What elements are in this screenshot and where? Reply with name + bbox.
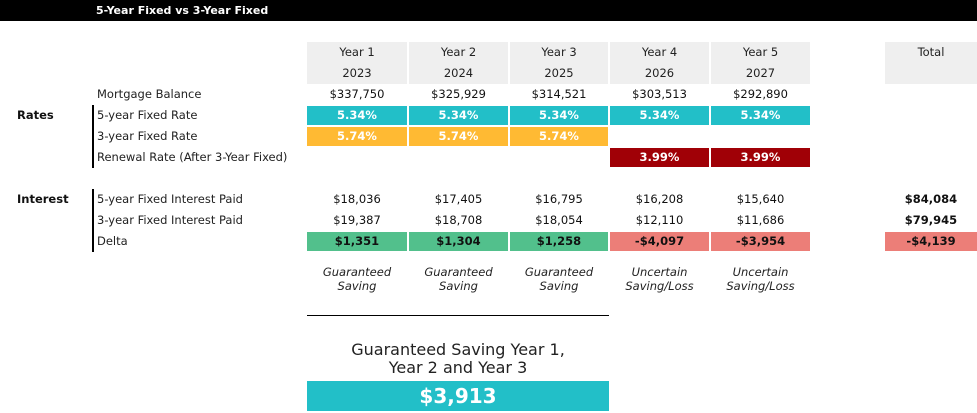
summary-value: $3,913 bbox=[307, 381, 609, 411]
row-label-delta: Delta bbox=[97, 234, 128, 248]
note-line: Saving/Loss bbox=[625, 279, 694, 293]
5yr-rate-cell: 5.34% bbox=[711, 106, 810, 125]
5yr-interest-cell: $16,795 bbox=[535, 192, 583, 206]
note-year-2: Guaranteed Saving bbox=[409, 265, 508, 293]
3yr-rate-cell: 5.74% bbox=[510, 127, 608, 146]
5yr-rate-cell: 5.34% bbox=[510, 106, 608, 125]
header-year-label-3: Year 3 bbox=[510, 42, 608, 63]
3yr-interest-cell: $11,686 bbox=[736, 213, 785, 227]
header-year-label-4: Year 4 bbox=[610, 42, 709, 63]
rates-bracket bbox=[92, 105, 94, 168]
interest-bracket bbox=[92, 189, 94, 252]
note-year-5: Uncertain Saving/Loss bbox=[711, 265, 810, 293]
note-year-3: Guaranteed Saving bbox=[510, 265, 608, 293]
5yr-rate-cell: 5.34% bbox=[307, 106, 407, 125]
title-bar bbox=[0, 0, 977, 21]
5yr-interest-cell: $17,405 bbox=[434, 192, 483, 206]
5yr-interest-cell: $18,036 bbox=[333, 192, 381, 206]
summary-line-2: Year 2 and Year 3 bbox=[388, 358, 528, 377]
3yr-interest-cell: $18,054 bbox=[535, 213, 583, 227]
delta-total: -$4,139 bbox=[885, 232, 977, 251]
3yr-rate-cell: 5.74% bbox=[307, 127, 407, 146]
5yr-interest-cell: $15,640 bbox=[736, 192, 785, 206]
3yr-interest-cell: $19,387 bbox=[333, 213, 381, 227]
row-label-3yr-rate: 3-year Fixed Rate bbox=[97, 129, 198, 143]
header-year-2: 2024 bbox=[409, 63, 508, 84]
group-rates: Rates bbox=[17, 108, 54, 122]
header-year-label-2: Year 2 bbox=[409, 42, 508, 63]
delta-cell: -$3,954 bbox=[711, 232, 810, 251]
row-label-5yr-interest: 5-year Fixed Interest Paid bbox=[97, 192, 243, 206]
mortgage-balance-cell: $303,513 bbox=[632, 87, 687, 101]
delta-cell: $1,258 bbox=[510, 232, 608, 251]
header-year-4: 2026 bbox=[610, 63, 709, 84]
renewal-rate-cell: 3.99% bbox=[711, 148, 810, 167]
3yr-interest-cell: $12,110 bbox=[635, 213, 684, 227]
note-line: Saving/Loss bbox=[726, 279, 795, 293]
summary-divider bbox=[307, 315, 609, 316]
row-label-renewal-rate: Renewal Rate (After 3-Year Fixed) bbox=[97, 150, 288, 164]
note-line: Uncertain bbox=[732, 265, 789, 279]
header-year-label-1: Year 1 bbox=[307, 42, 407, 63]
note-line: Saving bbox=[539, 279, 579, 293]
header-year-1: 2023 bbox=[307, 63, 407, 84]
5yr-rate-cell: 5.34% bbox=[409, 106, 508, 125]
delta-cell: $1,304 bbox=[409, 232, 508, 251]
note-year-4: Uncertain Saving/Loss bbox=[610, 265, 709, 293]
header-total-blank bbox=[885, 63, 977, 84]
note-line: Guaranteed bbox=[322, 265, 392, 279]
row-label-5yr-rate: 5-year Fixed Rate bbox=[97, 108, 198, 122]
mortgage-balance-cell: $314,521 bbox=[531, 87, 587, 101]
note-line: Saving bbox=[337, 279, 377, 293]
mortgage-balance-cell: $292,890 bbox=[733, 87, 788, 101]
header-year-3: 2025 bbox=[510, 63, 608, 84]
header-year-label-5: Year 5 bbox=[711, 42, 810, 63]
note-line: Guaranteed bbox=[524, 265, 594, 279]
delta-cell: $1,351 bbox=[307, 232, 407, 251]
mortgage-balance-cell: $337,750 bbox=[329, 87, 385, 101]
note-line: Saving bbox=[439, 279, 478, 293]
summary-line-1: Guaranteed Saving Year 1, bbox=[351, 340, 565, 359]
row-label-mortgage-balance: Mortgage Balance bbox=[97, 87, 202, 101]
sheet-title: 5-Year Fixed vs 3-Year Fixed bbox=[96, 4, 269, 17]
5yr-interest-cell: $16,208 bbox=[635, 192, 684, 206]
summary-caption: Guaranteed Saving Year 1, Year 2 and Yea… bbox=[307, 341, 609, 377]
3yr-interest-cell: $18,708 bbox=[434, 213, 483, 227]
note-line: Guaranteed bbox=[424, 265, 493, 279]
note-year-1: Guaranteed Saving bbox=[307, 265, 407, 293]
3yr-interest-total: $79,945 bbox=[904, 213, 958, 227]
delta-cell: -$4,097 bbox=[610, 232, 709, 251]
mortgage-balance-cell: $325,929 bbox=[431, 87, 486, 101]
group-interest: Interest bbox=[17, 192, 69, 206]
note-line: Uncertain bbox=[631, 265, 688, 279]
renewal-rate-cell: 3.99% bbox=[610, 148, 709, 167]
header-year-5: 2027 bbox=[711, 63, 810, 84]
3yr-rate-cell: 5.74% bbox=[409, 127, 508, 146]
row-label-3yr-interest: 3-year Fixed Interest Paid bbox=[97, 213, 243, 227]
5yr-rate-cell: 5.34% bbox=[610, 106, 709, 125]
5yr-interest-total: $84,084 bbox=[904, 192, 958, 206]
header-total: Total bbox=[885, 42, 977, 63]
